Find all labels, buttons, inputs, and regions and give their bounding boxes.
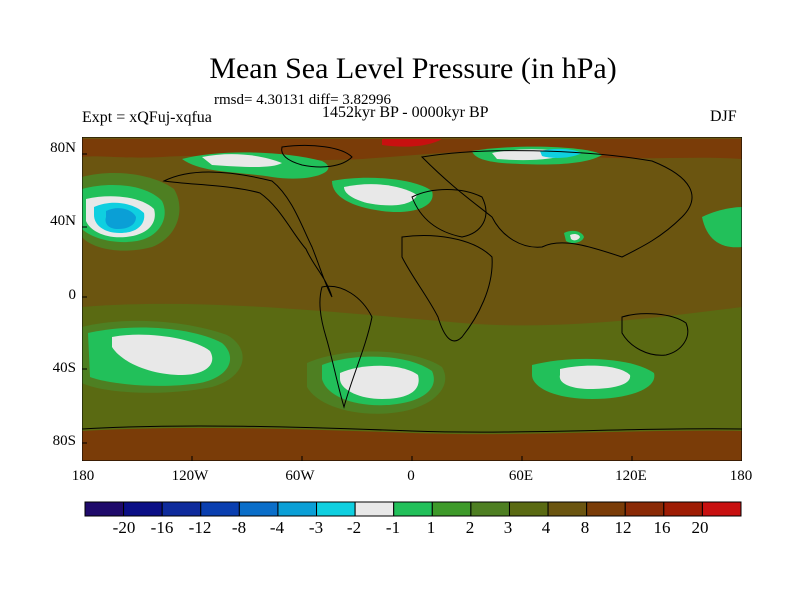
colorbar-label: -1 <box>385 518 401 537</box>
colorbar-label: -3 <box>308 518 324 537</box>
colorbar-label: 1 <box>426 518 436 537</box>
lat-label-80n: 80N <box>50 140 76 156</box>
lon-label-120w: 120W <box>171 468 209 484</box>
colorbar-box <box>161 501 202 517</box>
field-band-m1-1-sindian <box>559 365 631 389</box>
statistics-text: rmsd= 4.30131 diff= 3.82996 <box>214 92 392 108</box>
lat-label-80s: 80S <box>52 433 76 449</box>
colorbar-box <box>663 501 703 517</box>
colorbar-label: -20 <box>112 518 136 537</box>
colorbar-label: 12 <box>614 518 632 537</box>
colorbar-label: 2 <box>465 518 475 537</box>
lon-label-0: 0 <box>407 468 415 484</box>
colorbar-box <box>277 501 318 517</box>
season-label: DJF <box>710 108 737 125</box>
colorbar-box <box>508 501 549 517</box>
colorbar-label: 8 <box>580 518 590 537</box>
lat-label-eq: 0 <box>68 287 77 303</box>
colorbar-label: 3 <box>503 518 513 537</box>
lon-label-180w: 180 <box>71 468 95 484</box>
colorbar-box <box>547 501 588 517</box>
colorbar-box <box>316 501 356 517</box>
field-band-1-2-westpac <box>702 207 742 248</box>
field-band-m4-m3-pacific <box>105 208 136 229</box>
colorbar <box>84 501 742 517</box>
colorbar-box <box>624 501 665 517</box>
colorbar-box <box>200 501 240 517</box>
field-band-16-20 <box>382 139 442 147</box>
lon-label-180e: 180 <box>729 468 753 484</box>
map-title: Mean Sea Level Pressure (in hPa) <box>209 52 617 85</box>
field-band-m1-1-spacific <box>112 334 213 375</box>
field-band-m1-1-greenland <box>202 154 282 167</box>
coastline-antarctica <box>82 425 742 433</box>
coastline-europe <box>411 189 487 238</box>
lon-label-120e: 120E <box>615 468 647 484</box>
colorbar-label: 4 <box>541 518 551 537</box>
colorbar-box <box>123 501 163 517</box>
colorbar-box <box>701 501 742 517</box>
field-band-m1-1-atlantic <box>344 184 417 206</box>
coastlines <box>82 144 742 433</box>
colorbar-label: -4 <box>269 518 285 537</box>
coastline-north-america <box>162 171 333 298</box>
lat-label-40n: 40N <box>50 213 76 229</box>
field-band-m1-1-satlantic <box>340 365 419 399</box>
period-label: 1452kyr BP - 0000kyr BP <box>322 104 489 121</box>
colorbar-label: -12 <box>188 518 212 537</box>
colorbar-box <box>431 501 472 517</box>
coastline-south-america <box>319 285 373 409</box>
coastline-australia <box>621 313 689 356</box>
colorbar-box <box>393 501 433 517</box>
field-band-m1-1-tibet <box>570 233 580 241</box>
colorbar-label: -16 <box>150 518 174 537</box>
colorbar-label: 20 <box>691 518 709 537</box>
map-ticks <box>82 153 633 461</box>
lat-label-40s: 40S <box>52 360 76 376</box>
colorbar-label: 16 <box>653 518 671 537</box>
colorbar-box <box>84 501 125 517</box>
coastline-greenland <box>281 144 353 168</box>
pressure-map <box>82 137 742 461</box>
colorbar-box <box>586 501 626 517</box>
coastline-africa <box>401 235 493 342</box>
lon-label-60e: 60E <box>508 468 534 484</box>
coastline-asia <box>420 150 693 258</box>
colorbar-box <box>238 501 279 517</box>
lon-label-60w: 60W <box>285 468 315 484</box>
colorbar-box <box>470 501 510 517</box>
colorbar-label: -8 <box>231 518 247 537</box>
field-band-8-12-antarctic <box>82 427 742 461</box>
colorbar-label: -2 <box>346 518 362 537</box>
experiment-label: Expt = xQFuj-xqfua <box>82 109 212 126</box>
colorbar-box <box>354 501 395 517</box>
